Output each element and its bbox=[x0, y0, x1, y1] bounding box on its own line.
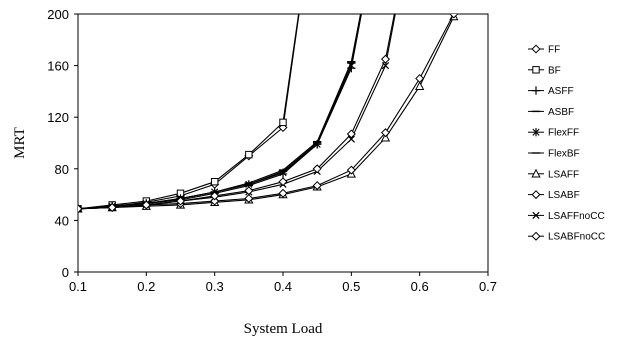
x-tick-label: 0.5 bbox=[342, 279, 360, 294]
data-point bbox=[279, 118, 287, 127]
legend-item-lsabf: LSABF bbox=[528, 190, 580, 201]
series-group bbox=[78, 14, 459, 214]
series-line-ff bbox=[78, 14, 300, 210]
legend-item-lsaff: LSAFF bbox=[528, 168, 579, 180]
x-tick-label: 0.4 bbox=[274, 279, 292, 294]
legend-item-bf: BF bbox=[528, 65, 561, 76]
series-lsabfnocc bbox=[78, 14, 395, 214]
legend-marker bbox=[531, 44, 541, 54]
legend-label: LSAFFnoCC bbox=[548, 211, 605, 222]
series-line-lsaff bbox=[78, 16, 455, 210]
legend-marker bbox=[531, 168, 541, 178]
data-point bbox=[312, 181, 322, 191]
series-lsabf bbox=[78, 14, 459, 214]
series-flexff bbox=[78, 14, 362, 213]
data-point bbox=[415, 73, 425, 84]
legend-item-asbf: ASBF bbox=[528, 107, 574, 118]
legend-marker bbox=[531, 86, 541, 95]
legend-item-lsaffnocc: LSAFFnoCC bbox=[528, 211, 605, 222]
series-line-bf bbox=[78, 14, 300, 210]
series-line-flexff bbox=[78, 14, 362, 210]
legend-item-lsabfnocc: LSABFnoCC bbox=[528, 231, 605, 243]
data-point bbox=[380, 128, 391, 138]
data-point bbox=[244, 193, 254, 203]
x-tick-label: 0.7 bbox=[479, 279, 497, 294]
plot-frame bbox=[77, 13, 489, 273]
legend-item-flexff: FlexFF bbox=[528, 128, 579, 139]
x-tick-label: 0.6 bbox=[411, 279, 429, 294]
data-point bbox=[278, 177, 288, 187]
y-tick-label: 80 bbox=[55, 162, 69, 177]
legend-item-asff: ASFF bbox=[528, 86, 574, 97]
x-axis-title: System Load bbox=[244, 321, 323, 337]
data-point bbox=[415, 81, 425, 90]
y-tick-label: 200 bbox=[47, 7, 69, 22]
data-point bbox=[210, 178, 219, 186]
series-asff bbox=[78, 14, 362, 213]
data-point bbox=[244, 186, 254, 196]
legend-label: LSABFnoCC bbox=[548, 232, 605, 243]
data-point bbox=[141, 200, 151, 210]
data-point bbox=[380, 132, 391, 142]
data-point bbox=[175, 196, 186, 206]
legend-marker bbox=[531, 190, 541, 200]
data-point bbox=[107, 202, 117, 213]
legend: FF BF ASFF ASBF FlexFF FlexBF LSAFF LSABF LSAFFn… bbox=[528, 44, 605, 243]
series-lsaffnocc bbox=[78, 14, 396, 213]
data-point bbox=[278, 188, 288, 198]
legend-label: FF bbox=[548, 45, 560, 56]
y-tick-label: 160 bbox=[47, 59, 69, 74]
y-tick-label: 0 bbox=[62, 265, 69, 280]
data-point bbox=[210, 191, 220, 201]
legend-item-flexbf: FlexBF bbox=[528, 149, 580, 160]
legend-item-ff: FF bbox=[528, 44, 560, 56]
legend-label: LSABF bbox=[548, 190, 580, 201]
series-flexbf bbox=[78, 14, 362, 210]
data-point bbox=[78, 204, 83, 214]
x-tick-label: 0.3 bbox=[206, 279, 224, 294]
x-tick-label: 0.2 bbox=[137, 279, 155, 294]
series-line-lsaffnocc bbox=[78, 14, 396, 210]
data-point bbox=[449, 14, 459, 19]
legend-label: FlexBF bbox=[548, 149, 580, 160]
series-line-asff bbox=[78, 14, 362, 210]
data-point bbox=[380, 54, 391, 64]
y-axis-title: MRT bbox=[12, 127, 28, 159]
data-point bbox=[245, 150, 253, 159]
legend-marker bbox=[532, 128, 540, 137]
series-line-lsabfnocc bbox=[78, 14, 395, 210]
series-asbf bbox=[78, 14, 362, 210]
data-point bbox=[346, 165, 356, 175]
data-point bbox=[347, 135, 355, 143]
legend-marker bbox=[531, 231, 541, 241]
legend-label: LSAFF bbox=[548, 169, 579, 180]
y-tick-label: 40 bbox=[55, 213, 69, 228]
legend-marker bbox=[532, 211, 540, 220]
data-point bbox=[346, 129, 356, 139]
series-line-flexbf bbox=[78, 14, 362, 210]
legend-label: FlexFF bbox=[548, 128, 579, 139]
legend-label: BF bbox=[548, 65, 561, 76]
legend-label: ASFF bbox=[548, 86, 574, 97]
data-point bbox=[312, 164, 322, 174]
axes: 0.1 0.2 0.3 0.4 0.5 0.6 0.7 0 40 80 120 160 200 bbox=[47, 7, 497, 294]
legend-label: ASBF bbox=[548, 107, 574, 118]
legend-marker bbox=[532, 66, 540, 74]
y-tick-label: 120 bbox=[47, 110, 69, 125]
x-tick-label: 0.1 bbox=[69, 279, 87, 294]
series-lsaff bbox=[78, 14, 459, 213]
series-line-asbf bbox=[78, 14, 362, 210]
